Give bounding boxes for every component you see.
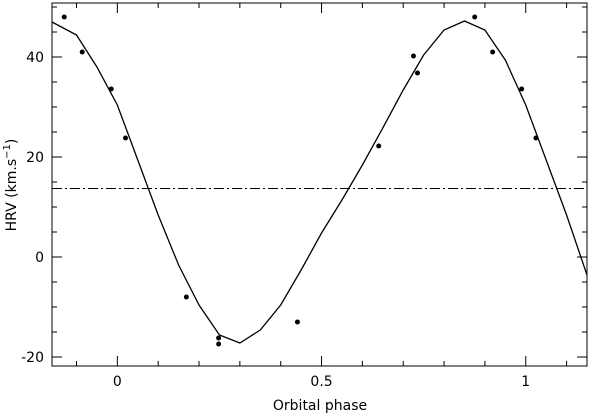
data-point	[294, 319, 300, 325]
y-axis-label: HRV (km.s−1)	[2, 139, 20, 232]
x-tick-label: 0	[113, 374, 122, 390]
data-point	[79, 49, 85, 55]
data-point	[519, 86, 525, 92]
data-point	[216, 335, 222, 341]
y-label-text: HRV (km.s	[4, 159, 20, 231]
y-label-close: )	[4, 139, 20, 144]
y-tick-label: 40	[26, 50, 44, 66]
data-point	[61, 14, 67, 20]
data-point	[415, 70, 421, 76]
data-point	[533, 135, 539, 141]
x-tick-label: 1	[521, 374, 530, 390]
y-tick-label: -20	[21, 350, 44, 366]
data-point	[376, 143, 382, 149]
data-point	[490, 49, 496, 55]
x-axis-label: Orbital phase	[273, 398, 367, 414]
data-point	[216, 341, 222, 347]
fit-curve	[51, 20, 588, 344]
x-tick-label: 0.5	[310, 374, 332, 390]
data-point	[410, 53, 416, 59]
data-point	[472, 14, 478, 20]
y-tick-label: 20	[26, 150, 44, 166]
plot-frame	[51, 2, 588, 367]
y-tick-label: 0	[35, 250, 44, 266]
data-point	[108, 86, 114, 92]
data-point	[123, 135, 129, 141]
y-label-sup: −1	[2, 144, 13, 159]
data-point	[183, 294, 189, 300]
